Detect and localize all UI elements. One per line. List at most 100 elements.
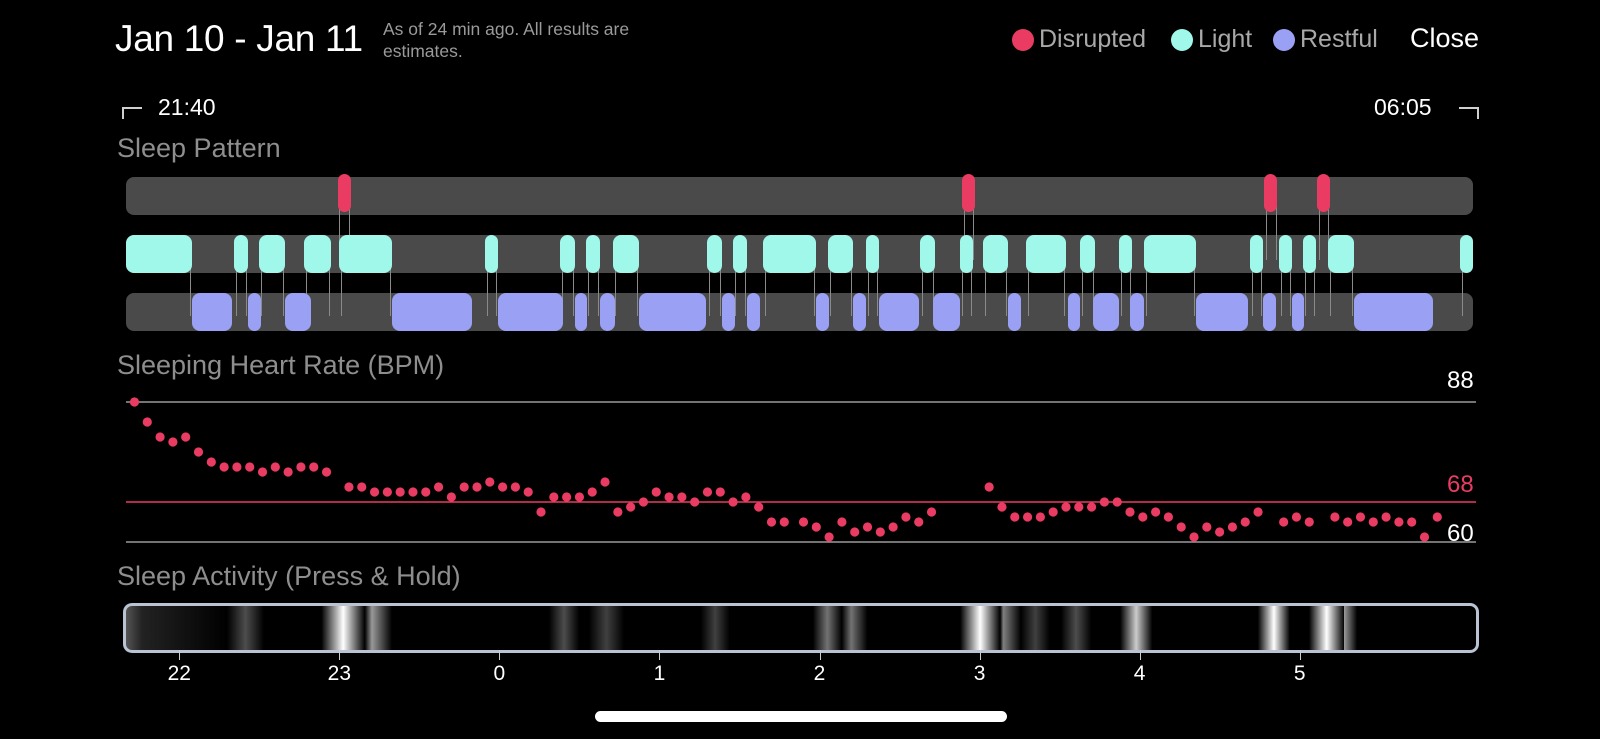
heart-rate-chart bbox=[126, 397, 1476, 543]
transition-line bbox=[190, 258, 192, 316]
hr-point bbox=[728, 497, 738, 507]
hr-point bbox=[779, 517, 789, 527]
light-segment bbox=[1302, 235, 1316, 273]
hr-point bbox=[472, 482, 482, 492]
hr-point bbox=[1240, 517, 1250, 527]
hr-point bbox=[1074, 502, 1084, 512]
hr-point bbox=[1086, 502, 1097, 512]
transition-line bbox=[1304, 258, 1306, 316]
hr-point bbox=[562, 492, 572, 502]
hr-point bbox=[741, 492, 751, 502]
legend-restful: Restful bbox=[1273, 25, 1378, 54]
hr-point bbox=[129, 397, 140, 407]
hr-point bbox=[926, 507, 937, 517]
transition-line bbox=[1146, 258, 1148, 316]
hr-point bbox=[837, 517, 847, 527]
light-segment bbox=[233, 235, 249, 273]
tick-label: 23 bbox=[327, 662, 352, 685]
restful-segment bbox=[853, 293, 866, 331]
hr-point bbox=[245, 462, 255, 472]
transition-line bbox=[1120, 258, 1122, 316]
page-title: Jan 10 - Jan 11 bbox=[115, 18, 363, 59]
start-bracket-icon bbox=[122, 107, 142, 119]
hr-point bbox=[433, 482, 444, 492]
restful-segment bbox=[816, 293, 830, 331]
transition-line bbox=[572, 258, 574, 316]
hr-point bbox=[510, 482, 521, 492]
light-segment bbox=[1328, 235, 1355, 273]
restful-segment bbox=[284, 293, 311, 331]
transition-line bbox=[765, 258, 767, 316]
hr-point bbox=[168, 437, 178, 447]
transition-line bbox=[1266, 200, 1268, 260]
transition-line bbox=[341, 258, 343, 316]
transition-line bbox=[962, 258, 964, 316]
light-segment bbox=[1080, 235, 1095, 273]
transition-line bbox=[348, 200, 350, 260]
hr-point bbox=[613, 507, 623, 517]
hr-point bbox=[702, 487, 713, 497]
close-button[interactable]: Close bbox=[1410, 23, 1480, 53]
light-segment bbox=[1025, 235, 1066, 273]
hr-point bbox=[1061, 502, 1071, 512]
restful-segment bbox=[1262, 293, 1276, 331]
transition-line bbox=[1328, 200, 1330, 260]
legend-disrupted: Disrupted bbox=[1012, 25, 1146, 54]
tick-label: 4 bbox=[1133, 662, 1146, 685]
legend-restful-label: Restful bbox=[1300, 25, 1378, 53]
light-segment bbox=[960, 235, 974, 273]
hr-point bbox=[321, 467, 332, 477]
disrupted-dot-icon bbox=[1012, 28, 1034, 51]
transition-line bbox=[971, 258, 973, 316]
restful-segment bbox=[1130, 293, 1145, 331]
restful-segment bbox=[721, 293, 735, 331]
hr-point bbox=[875, 527, 885, 537]
transition-line bbox=[876, 258, 878, 316]
hr-point bbox=[997, 502, 1007, 512]
hr-point bbox=[142, 417, 152, 427]
transition-line bbox=[1092, 258, 1094, 316]
transition-line bbox=[1006, 258, 1008, 316]
restful-segment bbox=[878, 293, 919, 331]
light-segment bbox=[982, 235, 1009, 273]
hr-point bbox=[155, 432, 165, 442]
home-indicator[interactable] bbox=[595, 711, 1007, 722]
light-segment bbox=[865, 235, 879, 273]
tick-mark bbox=[1299, 650, 1301, 660]
hr-point bbox=[408, 487, 418, 497]
transition-line bbox=[636, 258, 638, 316]
hr-point bbox=[536, 507, 546, 517]
transition-line bbox=[1193, 258, 1195, 316]
light-dot-icon bbox=[1171, 28, 1193, 51]
hr-point bbox=[1215, 527, 1225, 537]
light-segment bbox=[733, 235, 748, 273]
light-segment bbox=[1118, 235, 1132, 273]
start-time: 21:40 bbox=[158, 94, 216, 120]
transition-line bbox=[1260, 258, 1262, 316]
hr-point bbox=[549, 492, 559, 502]
transition-line bbox=[562, 258, 564, 316]
tick-label: 5 bbox=[1293, 662, 1306, 685]
restful-segment bbox=[1008, 293, 1022, 331]
end-bracket-icon bbox=[1459, 107, 1479, 119]
hr-point bbox=[1010, 512, 1020, 522]
hr-point bbox=[421, 487, 431, 497]
transition-line bbox=[1461, 258, 1463, 316]
transition-line bbox=[261, 258, 263, 316]
light-segment bbox=[1144, 235, 1196, 273]
restful-segment bbox=[1291, 293, 1305, 331]
tick-label: 1 bbox=[653, 662, 666, 685]
transition-line bbox=[306, 258, 308, 316]
tick-mark bbox=[659, 650, 661, 660]
hr-point bbox=[1304, 517, 1314, 527]
sleep-activity-bar[interactable] bbox=[123, 603, 1479, 653]
hr-point bbox=[1394, 517, 1404, 527]
transition-line bbox=[598, 258, 600, 316]
hr-point bbox=[1330, 512, 1340, 522]
hr-point bbox=[651, 487, 661, 497]
hr-point bbox=[754, 502, 764, 512]
transition-line bbox=[1330, 258, 1332, 316]
hr-point bbox=[296, 462, 306, 472]
hr-point bbox=[587, 487, 597, 497]
transition-line bbox=[867, 258, 869, 316]
